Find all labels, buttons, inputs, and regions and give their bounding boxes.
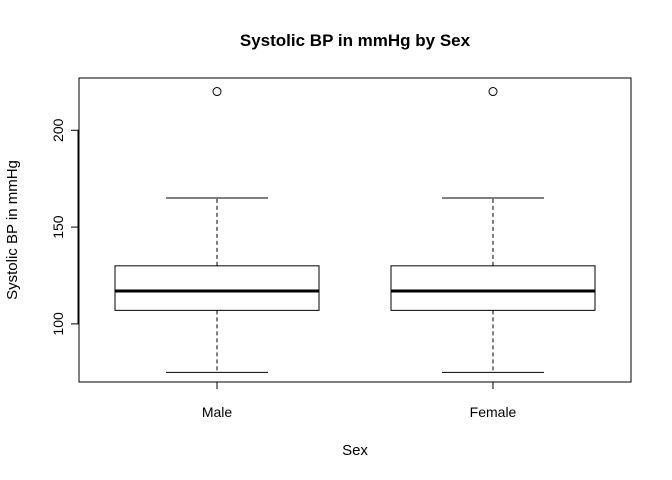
- boxes-group: [114, 87, 596, 373]
- y-tick-label: 200: [50, 118, 66, 142]
- outlier-point: [212, 87, 222, 97]
- y-tick-label: 150: [50, 215, 66, 239]
- x-axis-label: Sex: [342, 442, 368, 459]
- y-axis: 100 150 200: [50, 118, 79, 336]
- chart-title: Systolic BP in mmHg by Sex: [240, 31, 471, 50]
- box-female: [390, 87, 596, 373]
- outlier-point: [488, 87, 498, 97]
- y-axis-label: Systolic BP in mmHg: [4, 160, 21, 300]
- x-tick-label: Male: [202, 404, 233, 420]
- box-iqr: [390, 265, 596, 311]
- x-tick-label: Female: [470, 404, 517, 420]
- plot-frame: [78, 77, 632, 383]
- y-tick-label: 100: [50, 312, 66, 336]
- box-iqr: [114, 265, 320, 311]
- box-male: [114, 87, 320, 373]
- x-axis: Male Female: [202, 381, 517, 420]
